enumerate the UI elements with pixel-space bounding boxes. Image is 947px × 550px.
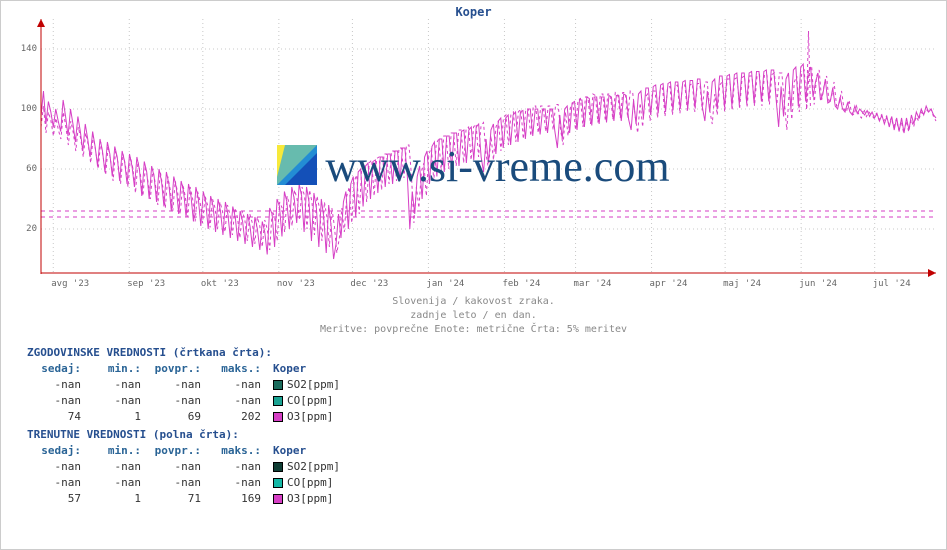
- hist-table: sedaj: min.: povpr.: maks.: Koper -nan-n…: [27, 361, 346, 425]
- chart-title: Koper: [1, 5, 946, 19]
- legend-swatch-icon: [273, 494, 283, 504]
- col-sedaj: sedaj:: [27, 361, 87, 377]
- chart-container: { "title": "Koper", "ylabel_rot": "www.s…: [0, 0, 947, 550]
- series-label-cell: CO[ppm]: [267, 475, 346, 491]
- curr-col-header: sedaj: min.: povpr.: maks.: Koper: [27, 443, 346, 459]
- table-cell: -nan: [87, 393, 147, 409]
- y-tick-label: 100: [21, 104, 37, 114]
- table-cell: -nan: [207, 377, 267, 393]
- series-label-cell: CO[ppm]: [267, 393, 346, 409]
- table-cell: -nan: [27, 459, 87, 475]
- table-cell: -nan: [147, 459, 207, 475]
- table-cell: -nan: [147, 393, 207, 409]
- col-maks: maks.:: [207, 443, 267, 459]
- x-tick-label: apr '24: [650, 279, 688, 289]
- col-sedaj: sedaj:: [27, 443, 87, 459]
- table-cell: -nan: [27, 377, 87, 393]
- y-tick-label: 20: [26, 224, 37, 234]
- table-cell: 71: [147, 491, 207, 507]
- subtitle-line-2: zadnje leto / en dan.: [1, 309, 946, 323]
- legend-swatch-icon: [273, 462, 283, 472]
- table-cell: -nan: [207, 459, 267, 475]
- col-min: min.:: [87, 443, 147, 459]
- y-tick-label: 140: [21, 44, 37, 54]
- x-tick-label: maj '24: [723, 279, 761, 289]
- plot-area: [41, 19, 936, 274]
- x-tick-label: mar '24: [574, 279, 612, 289]
- table-cell: 1: [87, 409, 147, 425]
- table-cell: -nan: [27, 475, 87, 491]
- legend-swatch-icon: [273, 412, 283, 422]
- col-loc: Koper: [267, 361, 346, 377]
- table-row: 57171169O3[ppm]: [27, 491, 346, 507]
- x-tick-label: jan '24: [426, 279, 464, 289]
- legend-swatch-icon: [273, 478, 283, 488]
- table-cell: 169: [207, 491, 267, 507]
- x-tick-label: nov '23: [277, 279, 315, 289]
- table-cell: 1: [87, 491, 147, 507]
- x-tick-label: jun '24: [799, 279, 837, 289]
- table-cell: 69: [147, 409, 207, 425]
- subtitle-line-3: Meritve: povprečne Enote: metrične Črta:…: [1, 323, 946, 337]
- x-tick-label: sep '23: [127, 279, 165, 289]
- table-cell: -nan: [87, 475, 147, 491]
- table-cell: -nan: [87, 459, 147, 475]
- table-cell: 74: [27, 409, 87, 425]
- table-cell: -nan: [147, 475, 207, 491]
- x-tick-label: dec '23: [350, 279, 388, 289]
- curr-table: sedaj: min.: povpr.: maks.: Koper -nan-n…: [27, 443, 346, 507]
- series-label-cell: O3[ppm]: [267, 409, 346, 425]
- plot-svg: [41, 19, 936, 274]
- table-row: -nan-nan-nan-nanCO[ppm]: [27, 475, 346, 491]
- series-label-cell: O3[ppm]: [267, 491, 346, 507]
- col-min: min.:: [87, 361, 147, 377]
- chart-subtitle-lines: Slovenija / kakovost zraka. zadnje leto …: [1, 295, 946, 337]
- x-tick-label: avg '23: [51, 279, 89, 289]
- table-cell: -nan: [207, 393, 267, 409]
- col-loc: Koper: [267, 443, 346, 459]
- legend-swatch-icon: [273, 396, 283, 406]
- col-povpr: povpr.:: [147, 361, 207, 377]
- col-maks: maks.:: [207, 361, 267, 377]
- col-povpr: povpr.:: [147, 443, 207, 459]
- x-tick-label: feb '24: [502, 279, 540, 289]
- y-tick-label: 60: [26, 164, 37, 174]
- table-row: -nan-nan-nan-nanSO2[ppm]: [27, 377, 346, 393]
- x-tick-label: jul '24: [873, 279, 911, 289]
- hist-header: ZGODOVINSKE VREDNOSTI (črtkana črta):: [27, 345, 346, 361]
- y-tick-labels: 20 60 100 140: [11, 19, 37, 274]
- hist-col-header: sedaj: min.: povpr.: maks.: Koper: [27, 361, 346, 377]
- table-row: -nan-nan-nan-nanCO[ppm]: [27, 393, 346, 409]
- table-row: -nan-nan-nan-nanSO2[ppm]: [27, 459, 346, 475]
- table-cell: 57: [27, 491, 87, 507]
- subtitle-line-1: Slovenija / kakovost zraka.: [1, 295, 946, 309]
- table-cell: -nan: [207, 475, 267, 491]
- table-cell: 202: [207, 409, 267, 425]
- table-cell: -nan: [147, 377, 207, 393]
- table-cell: -nan: [87, 377, 147, 393]
- table-cell: -nan: [27, 393, 87, 409]
- table-row: 74169202O3[ppm]: [27, 409, 346, 425]
- series-label-cell: SO2[ppm]: [267, 459, 346, 475]
- series-label-cell: SO2[ppm]: [267, 377, 346, 393]
- stats-block: ZGODOVINSKE VREDNOSTI (črtkana črta): se…: [27, 345, 346, 507]
- legend-swatch-icon: [273, 380, 283, 390]
- x-tick-label: okt '23: [201, 279, 239, 289]
- x-tick-labels: avg '23 sep '23 okt '23 nov '23 dec '23 jan '…: [41, 279, 936, 293]
- curr-header: TRENUTNE VREDNOSTI (polna črta):: [27, 427, 346, 443]
